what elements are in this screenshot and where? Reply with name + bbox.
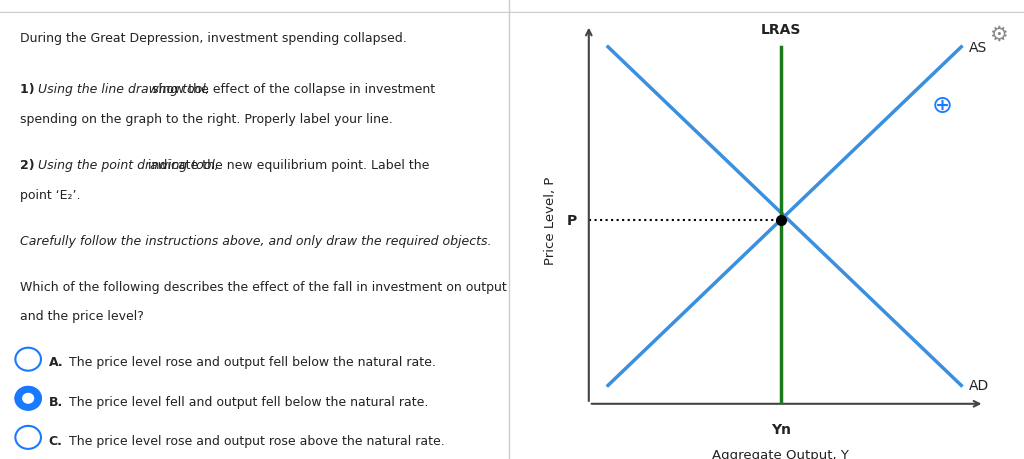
Text: P: P (567, 213, 578, 227)
Text: C.: C. (49, 434, 62, 447)
Text: 1): 1) (20, 83, 40, 95)
Text: Using the point drawing tool,: Using the point drawing tool, (39, 158, 219, 171)
Text: B.: B. (49, 395, 62, 408)
Text: Carefully follow the instructions above, and only draw the required objects.: Carefully follow the instructions above,… (20, 234, 492, 247)
Text: Aggregate Output, Y: Aggregate Output, Y (713, 448, 849, 459)
Text: AD: AD (969, 379, 989, 392)
Text: spending on the graph to the right. Properly label your line.: spending on the graph to the right. Prop… (20, 112, 393, 125)
Text: ⚙: ⚙ (989, 24, 1008, 45)
Text: Price Level, P: Price Level, P (544, 176, 557, 264)
Text: Which of the following describes the effect of the fall in investment on output: Which of the following describes the eff… (20, 280, 507, 293)
Text: AS: AS (969, 41, 987, 55)
Text: Yn: Yn (771, 422, 791, 436)
Text: ⊕: ⊕ (932, 94, 952, 118)
Circle shape (23, 393, 34, 403)
Text: and the price level?: and the price level? (20, 310, 144, 323)
Text: LRAS: LRAS (761, 23, 801, 37)
Text: indicate the new equilibrium point. Label the: indicate the new equilibrium point. Labe… (144, 158, 430, 171)
Text: Using the line drawing tool,: Using the line drawing tool, (39, 83, 210, 95)
Text: The price level rose and output rose above the natural rate.: The price level rose and output rose abo… (70, 434, 444, 447)
Text: point ‘E₂’.: point ‘E₂’. (20, 188, 81, 201)
Circle shape (15, 387, 41, 410)
Text: During the Great Depression, investment spending collapsed.: During the Great Depression, investment … (20, 32, 408, 45)
Text: The price level fell and output fell below the natural rate.: The price level fell and output fell bel… (70, 395, 428, 408)
Text: The price level rose and output fell below the natural rate.: The price level rose and output fell bel… (70, 356, 436, 369)
Text: A.: A. (49, 356, 63, 369)
Text: show the effect of the collapse in investment: show the effect of the collapse in inves… (148, 83, 435, 95)
Text: 2): 2) (20, 158, 40, 171)
